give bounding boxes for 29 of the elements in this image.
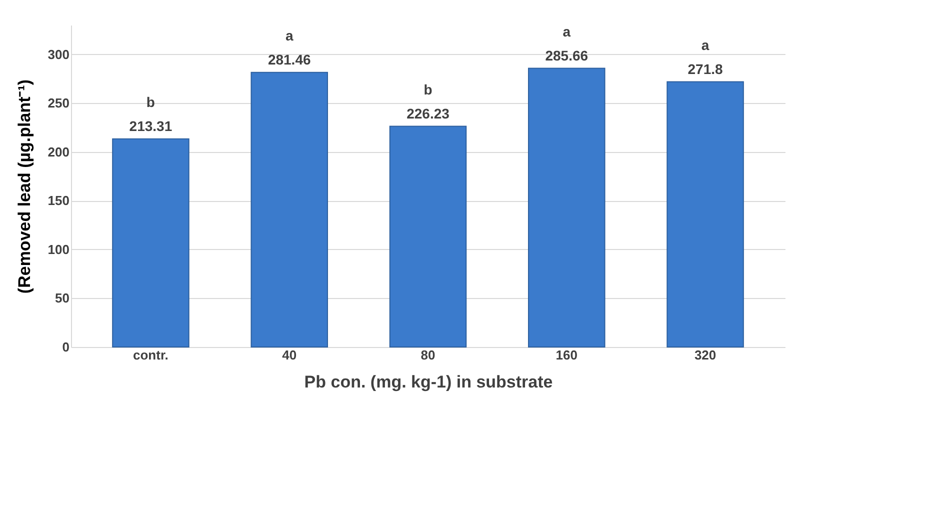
annotation: a: [285, 27, 294, 44]
y-tick-label: 150: [48, 193, 70, 208]
y-tick-label: 250: [48, 96, 70, 111]
data-label: 281.46: [268, 51, 311, 68]
y-tick-label: 100: [48, 242, 70, 257]
x-tick-label: 40: [282, 348, 297, 362]
x-tick-label: contr.: [133, 348, 168, 362]
annotation: b: [424, 81, 432, 98]
annotation: a: [701, 36, 710, 53]
y-tick-label: 200: [48, 144, 70, 160]
x-tick-label: 160: [556, 348, 578, 362]
data-label: 226.23: [406, 105, 450, 122]
bar: [666, 81, 744, 348]
annotation: a: [562, 23, 571, 40]
x-axis-title: Pb con. (mg. kg-1) in substrate: [304, 372, 553, 392]
y-axis-title: (Removed lead (µg.plant⁻¹): [14, 79, 34, 294]
y-tick-label: 300: [48, 46, 70, 62]
annotation: b: [146, 94, 155, 110]
bar: [389, 126, 467, 348]
bar: [112, 138, 190, 348]
x-tick-label: 320: [694, 348, 716, 362]
y-tick-label: 0: [62, 340, 70, 354]
y-tick-label: 50: [55, 290, 70, 306]
bar: [528, 68, 606, 348]
data-label: 271.8: [688, 60, 724, 77]
x-tick-label: 80: [420, 348, 436, 362]
bar: [250, 72, 328, 348]
data-label: 213.31: [129, 118, 172, 134]
data-label: 285.66: [545, 47, 588, 64]
